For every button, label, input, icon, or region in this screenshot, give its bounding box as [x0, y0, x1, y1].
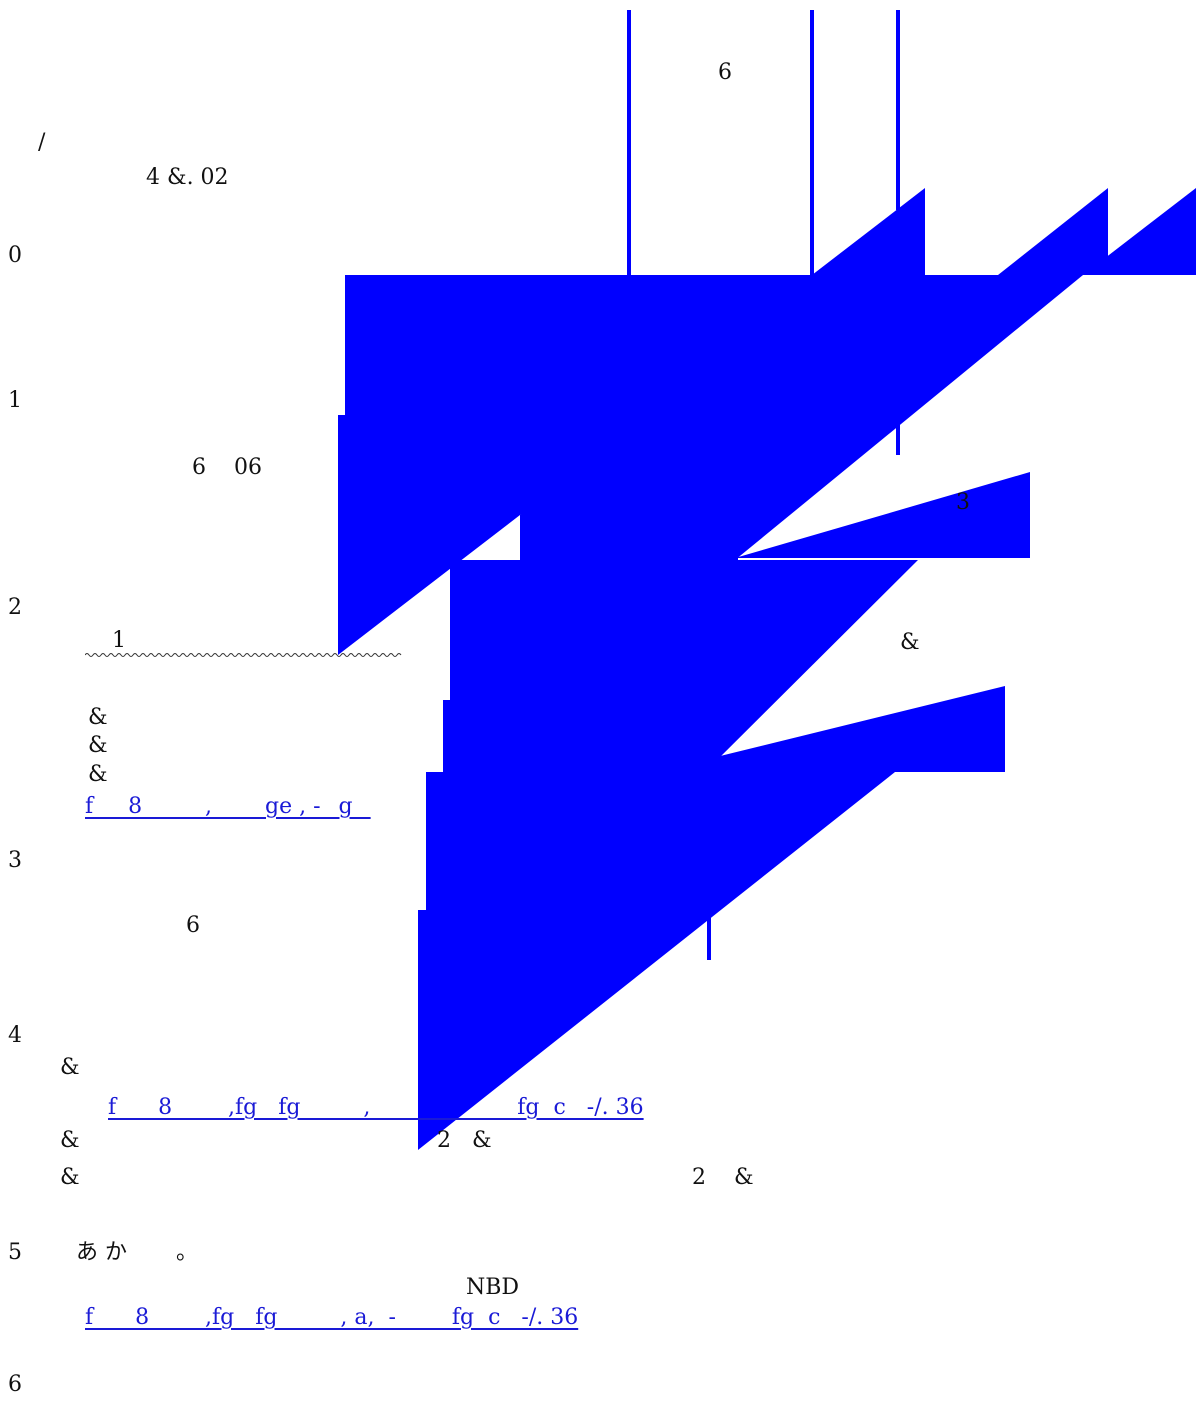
section-marker-1: 1 [8, 388, 22, 413]
wedge-main-body [338, 275, 1083, 655]
section-marker-3: 3 [8, 848, 22, 873]
wedge-top-right-1 [812, 188, 925, 275]
wedge-top-right-2 [998, 188, 1108, 275]
pair-label-right: 2 & [692, 1165, 754, 1190]
amp-label-d: & [60, 1055, 80, 1080]
vertical-stroke [896, 10, 900, 210]
squiggle-label: 1 [112, 628, 126, 653]
right-amp-label: & [900, 630, 920, 655]
kana-label: あ か 。 [76, 1240, 198, 1265]
wedge-right-3 [735, 472, 1030, 558]
section-marker-5: 5 [8, 1240, 22, 1265]
amp-label-f: & [60, 1165, 80, 1190]
section-marker-4: 4 [8, 1023, 22, 1048]
amp-label-a: & [88, 705, 108, 730]
blue-wedge-shapes [338, 188, 1196, 1150]
pair-label: 2 & [437, 1128, 492, 1153]
wedge-right-lower [655, 686, 1005, 772]
wedge-center-block [443, 560, 918, 772]
right-number-label: 3 [956, 490, 970, 515]
wedge-middle-right [520, 275, 1083, 560]
amp-label-b: & [88, 733, 108, 758]
hyperlink-3[interactable]: f 8 ,fg fg , a, - fg c -/. 36 [85, 1305, 579, 1330]
hyperlink-1[interactable]: f 8 , _ge , - _g _ [85, 794, 371, 819]
section-marker-0: 0 [8, 243, 22, 268]
vertical-stroke [627, 10, 631, 275]
top-number-label: 6 [718, 60, 732, 85]
squiggle-underline [85, 653, 402, 657]
section-marker-6: 6 [8, 1372, 22, 1397]
title-code-label: 4 &. 02 [146, 165, 229, 190]
slash-label: / [38, 130, 46, 155]
section-marker-2: 2 [8, 595, 22, 620]
amp-label-e: & [60, 1128, 80, 1153]
nbd-label: NBD [466, 1275, 520, 1300]
sub-number-label: 6 [186, 913, 200, 938]
wedge-top-right-3 [1083, 188, 1196, 275]
hyperlink-2[interactable]: f 8 ,fg fg , fg c -/. 36 [108, 1095, 644, 1120]
mid-label: 6 06 [192, 455, 262, 480]
wedge-lower-block [418, 772, 895, 1150]
amp-label-c: & [88, 762, 108, 787]
vertical-stroke [810, 10, 814, 275]
